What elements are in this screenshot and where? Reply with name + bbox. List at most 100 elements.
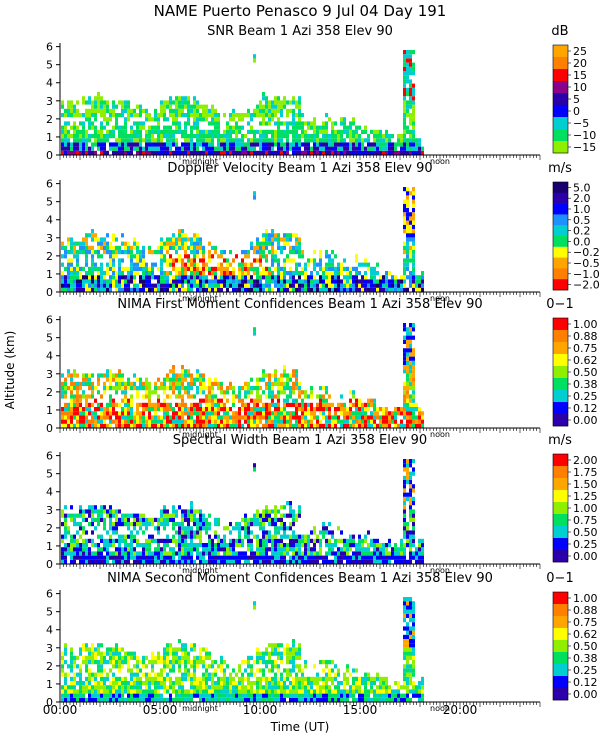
heatmap-cell — [76, 263, 79, 267]
heatmap-cell — [109, 514, 112, 518]
heatmap-cell — [115, 403, 118, 407]
heatmap-cell — [217, 539, 220, 543]
heatmap-cell — [325, 415, 328, 419]
heatmap-cell — [118, 267, 121, 271]
heatmap-cell — [79, 514, 82, 518]
heatmap-cell — [166, 130, 169, 134]
heatmap-cell — [280, 518, 283, 522]
heatmap-cell — [184, 100, 187, 104]
heatmap-cell — [109, 543, 112, 547]
heatmap-cell — [232, 547, 235, 551]
heatmap-cell — [172, 509, 175, 513]
heatmap-cell — [271, 556, 274, 560]
heatmap-cell — [403, 79, 406, 83]
heatmap-cell — [385, 138, 388, 142]
heatmap-cell — [370, 284, 373, 288]
heatmap-cell — [193, 126, 196, 130]
heatmap-cell — [301, 134, 304, 138]
heatmap-cell — [289, 279, 292, 283]
heatmap-cell — [241, 556, 244, 560]
heatmap-cell — [85, 399, 88, 403]
heatmap-cell — [82, 134, 85, 138]
heatmap-cell — [82, 250, 85, 254]
heatmap-cell — [313, 147, 316, 151]
heatmap-cell — [184, 373, 187, 377]
heatmap-cell — [277, 242, 280, 246]
heatmap-cell — [169, 279, 172, 283]
heatmap-cell — [265, 556, 268, 560]
heatmap-cell — [76, 407, 79, 411]
heatmap-cell — [394, 288, 397, 292]
heatmap-cell — [169, 105, 172, 109]
heatmap-cell — [382, 556, 385, 560]
heatmap-cell — [271, 382, 274, 386]
heatmap-cell — [364, 407, 367, 411]
heatmap-cell — [295, 121, 298, 125]
heatmap-cell — [292, 233, 295, 237]
heatmap-cell — [121, 113, 124, 117]
heatmap-cell — [316, 535, 319, 539]
heatmap-cell — [418, 147, 421, 151]
heatmap-cell — [256, 522, 259, 526]
heatmap-cell — [415, 275, 418, 279]
heatmap-cell — [142, 556, 145, 560]
heatmap-cell — [97, 275, 100, 279]
heatmap-cell — [331, 271, 334, 275]
heatmap-cell — [184, 514, 187, 518]
heatmap-cell — [409, 121, 412, 125]
heatmap-cell — [199, 420, 202, 424]
heatmap-cell — [202, 390, 205, 394]
heatmap-cell — [118, 547, 121, 551]
heatmap-cell — [310, 126, 313, 130]
heatmap-cell — [319, 543, 322, 547]
heatmap-cell — [208, 403, 211, 407]
heatmap-cell — [163, 242, 166, 246]
heatmap-cell — [94, 117, 97, 121]
heatmap-cell — [409, 476, 412, 480]
heatmap-cell — [379, 275, 382, 279]
heatmap-cell — [274, 258, 277, 262]
heatmap-cell — [193, 378, 196, 382]
heatmap-cell — [277, 267, 280, 271]
heatmap-cell — [145, 142, 148, 146]
heatmap-cell — [403, 509, 406, 513]
y-tick-label: 5 — [46, 196, 53, 209]
heatmap-cell — [274, 109, 277, 113]
heatmap-cell — [304, 288, 307, 292]
heatmap-cell — [253, 424, 256, 428]
heatmap-cell — [220, 556, 223, 560]
heatmap-cell — [403, 208, 406, 212]
colorbar-swatch — [553, 247, 568, 258]
heatmap-cell — [166, 424, 169, 428]
heatmap-cell — [271, 237, 274, 241]
heatmap-cell — [310, 530, 313, 534]
heatmap-cell — [163, 556, 166, 560]
heatmap-cell — [418, 415, 421, 419]
heatmap-cell — [223, 420, 226, 424]
heatmap-cell — [148, 279, 151, 283]
heatmap-cell — [79, 535, 82, 539]
heatmap-cell — [70, 382, 73, 386]
heatmap-cell — [217, 121, 220, 125]
heatmap-cell — [235, 424, 238, 428]
heatmap-cell — [64, 415, 67, 419]
heatmap-cell — [100, 415, 103, 419]
heatmap-cell — [238, 539, 241, 543]
heatmap-cell — [421, 420, 424, 424]
heatmap-cell — [277, 518, 280, 522]
heatmap-cell — [112, 142, 115, 146]
heatmap-cell — [103, 415, 106, 419]
heatmap-cell — [184, 369, 187, 373]
heatmap-cell — [217, 407, 220, 411]
heatmap-cell — [61, 246, 64, 250]
heatmap-cell — [85, 373, 88, 377]
heatmap-cell — [196, 271, 199, 275]
heatmap-cell — [289, 284, 292, 288]
heatmap-cell — [148, 284, 151, 288]
heatmap-cell — [304, 390, 307, 394]
heatmap-cell — [322, 424, 325, 428]
heatmap-cell — [328, 134, 331, 138]
heatmap-cell — [229, 386, 232, 390]
heatmap-cell — [163, 275, 166, 279]
heatmap-cell — [358, 560, 361, 564]
